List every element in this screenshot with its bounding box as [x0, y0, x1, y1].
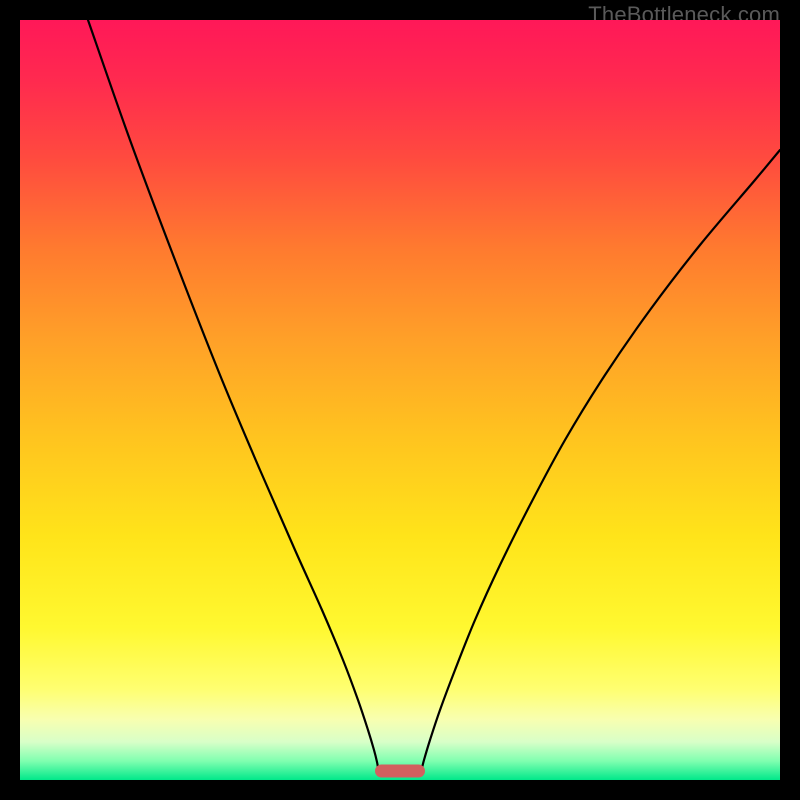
chart-container: TheBottleneck.com [0, 0, 800, 800]
plot-svg [20, 20, 780, 780]
valley-marker [375, 765, 425, 778]
gradient-background [20, 20, 780, 780]
